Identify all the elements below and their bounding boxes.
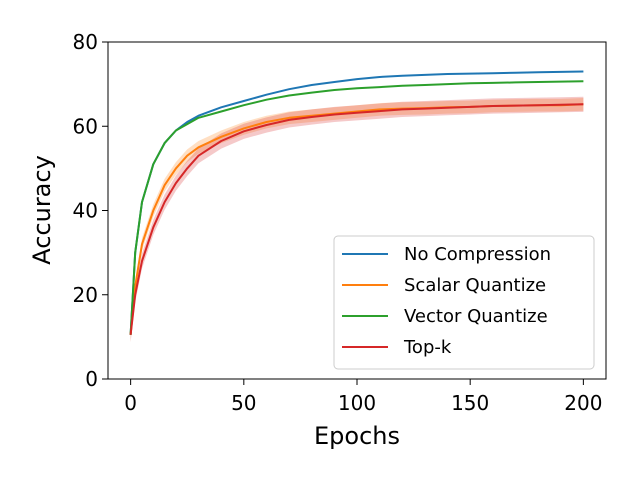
no-compression-legend-label: No Compression bbox=[404, 244, 551, 265]
series-lines bbox=[129, 70, 584, 335]
x-axis-label: Epochs bbox=[314, 422, 400, 450]
y-axis-label: Accuracy bbox=[28, 155, 56, 265]
top-k-line bbox=[129, 103, 584, 335]
y-tick-label: 40 bbox=[73, 199, 98, 223]
x-tick-label: 200 bbox=[564, 391, 602, 415]
x-tick-label: 150 bbox=[451, 391, 489, 415]
y-tick-label: 0 bbox=[85, 367, 98, 391]
x-tick-label: 0 bbox=[124, 391, 137, 415]
y-tick-label: 20 bbox=[73, 283, 98, 307]
legend-box bbox=[333, 235, 595, 370]
x-tick-label: 100 bbox=[338, 391, 376, 415]
vector-quantize-legend-label: Vector Quantize bbox=[404, 306, 548, 327]
y-axis-ticks: 0 20 40 60 80 bbox=[73, 30, 108, 391]
top-k-legend-label: Top-k bbox=[403, 337, 452, 358]
vector-quantize-line bbox=[129, 80, 584, 335]
y-tick-label: 80 bbox=[73, 30, 98, 54]
y-tick-label: 60 bbox=[73, 114, 98, 138]
x-tick-label: 50 bbox=[231, 391, 256, 415]
legend: No Compression Scalar Quantize Vector Quan… bbox=[333, 235, 595, 370]
scalar-quantize-legend-label: Scalar Quantize bbox=[404, 275, 546, 296]
x-axis-ticks: 0 50 100 150 200 bbox=[124, 379, 602, 415]
